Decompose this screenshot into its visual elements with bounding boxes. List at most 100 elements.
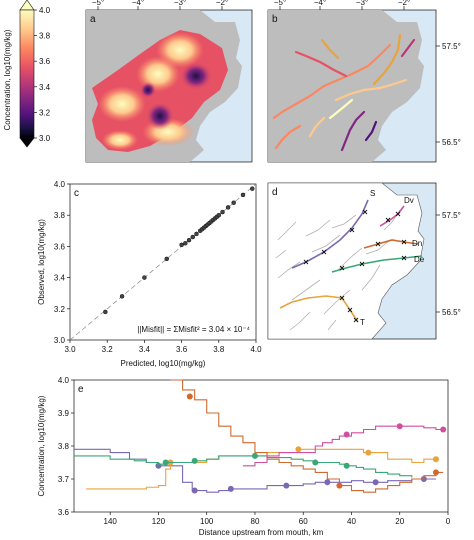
panel-e-x-tick-label: 40 <box>347 517 356 526</box>
panel-label-e: e <box>78 384 84 395</box>
panel-e-y-tick-label: 3.9 <box>58 409 70 418</box>
panel-c-y-tick-label: 3.8 <box>54 211 66 220</box>
scatter-point <box>103 309 108 315</box>
profile-marker <box>227 485 234 492</box>
profile-marker <box>191 457 198 464</box>
panel-b-map: b <box>267 9 437 163</box>
map-lon-label: −4° <box>132 0 144 7</box>
panel-e-x-tick-label: 100 <box>200 517 214 526</box>
profile-marker <box>312 459 319 466</box>
panel-e-x-tick-label: 120 <box>152 517 166 526</box>
map-lon-label: −2° <box>216 0 228 7</box>
panel-c-x-tick-label: 4.0 <box>250 345 262 354</box>
profile-marker <box>432 456 439 463</box>
panel-c-y-tick-label: 3.6 <box>54 242 66 251</box>
map-lon-label: −5° <box>92 0 104 7</box>
river-label-de: De <box>414 255 425 264</box>
scatter-point <box>216 212 222 218</box>
panel-c-x-tick-label: 3.8 <box>213 345 225 354</box>
panel-d-map: d S Dv Dn De T <box>267 182 437 340</box>
panel-e-x-tick-label: 140 <box>104 517 118 526</box>
map-lon-label: −5° <box>274 0 286 7</box>
scatter-point <box>164 256 169 262</box>
panel-e-y-tick-label: 3.6 <box>58 508 70 517</box>
scatter-point <box>190 234 196 240</box>
panel-e-y-tick-label: 3.7 <box>58 475 70 484</box>
colorbar-tick-label: 4.0 <box>39 6 51 15</box>
panel-c-identity-line <box>69 183 257 341</box>
panel-e-ticks: 140 120 100 80 60 40 20 0 3.6 3.7 3.8 3.9 4.0 <box>58 376 451 526</box>
panel-e-x-tick-label: 60 <box>299 517 308 526</box>
profile-line-4 <box>242 425 444 467</box>
map-lon-label: −2° <box>398 0 410 7</box>
map-lon-label: −4° <box>314 0 326 7</box>
profile-marker <box>343 431 350 438</box>
scatter-point <box>142 275 147 280</box>
panel-e-x-tick-label: 20 <box>395 517 404 526</box>
panel-b-lat-label: 56.5° <box>442 138 461 147</box>
colorbar-label: Concentration, log10(mg/kg) <box>3 29 12 130</box>
panel-d-lat-label: 56.5° <box>442 308 461 317</box>
profile-marker <box>251 452 258 459</box>
colorbar: 4.0 3.8 3.6 3.4 3.2 3.0 Concentration, log10(… <box>3 0 51 148</box>
panel-label-d: d <box>272 187 278 198</box>
colorbar-bar <box>19 9 35 139</box>
profile-marker <box>283 482 290 489</box>
panel-c-ticks: 3.0 3.2 3.4 3.6 3.8 4.0 3.0 3.2 3.4 3.6 3.8 4.0 <box>54 180 262 354</box>
panel-e-xlabel: Distance upstream from mouth, km <box>199 528 324 537</box>
panel-b-land <box>268 10 424 162</box>
scatter-point <box>183 241 188 246</box>
panel-c-y-tick-label: 3.4 <box>54 274 66 283</box>
panel-b-lat-label: 57.5° <box>442 42 461 51</box>
profile-marker <box>191 487 198 494</box>
colorbar-tick-label: 3.6 <box>39 57 51 66</box>
scatter-point <box>225 205 231 210</box>
colorbar-top-arrow <box>19 0 35 11</box>
scatter-point <box>220 209 225 215</box>
panel-c-x-tick-label: 3.4 <box>139 345 151 354</box>
profile-marker <box>336 482 343 489</box>
scatter-point <box>179 242 184 248</box>
profile-marker <box>372 479 379 486</box>
colorbar-tick-label: 3.0 <box>39 134 51 143</box>
scatter-point <box>240 192 246 198</box>
scatter-point <box>231 200 236 205</box>
profile-marker <box>295 446 302 453</box>
panel-d-river-de <box>331 255 423 273</box>
panel-d-lat-label: 57.5° <box>442 211 461 220</box>
panel-a-map: a <box>85 9 253 163</box>
panel-c-xlabel: Predicted, log10(mg/kg) <box>121 359 206 368</box>
panel-d-river-dn <box>363 239 419 249</box>
profile-marker <box>365 449 372 456</box>
panel-e-plot-area <box>73 379 449 513</box>
panel-e-x-tick-label: 0 <box>446 517 451 526</box>
panel-e-profiles: 140 120 100 80 60 40 20 0 3.6 3.7 3.8 3.9 4.0 e Dist… <box>37 376 451 537</box>
panel-b-rivers <box>272 33 416 152</box>
scatter-point <box>186 237 192 243</box>
panel-e-y-tick-label: 3.8 <box>58 442 70 451</box>
panel-d-land <box>268 183 425 339</box>
colorbar-tick-label: 3.8 <box>39 32 51 41</box>
panel-label-a: a <box>90 14 96 25</box>
panel-c-x-tick-label: 3.6 <box>176 345 188 354</box>
profile-marker <box>343 462 350 469</box>
map-axis-ticks: −5° −5° −4° −4° −3° −3° −2° −2° 57.5° 57.5° 56.5° 5… <box>92 0 461 317</box>
colorbar-bottom-arrow <box>19 137 35 148</box>
scatter-point <box>194 231 199 237</box>
colorbar-tick-label: 3.2 <box>39 108 51 117</box>
colorbar-tick-label: 3.4 <box>39 83 51 92</box>
profile-line-2 <box>74 455 413 478</box>
map-lon-label: −3° <box>356 0 368 7</box>
panel-c-scatter: 3.0 3.2 3.4 3.6 3.8 4.0 3.0 3.2 3.4 3.6 3.8 4.0 c |… <box>37 180 262 368</box>
profile-marker <box>440 426 447 433</box>
panel-label-c: c <box>74 188 79 199</box>
panel-d-river-dv <box>379 205 405 227</box>
scatter-point <box>119 294 125 299</box>
profile-marker <box>324 479 331 486</box>
panel-e-y-tick-label: 4.0 <box>58 376 70 385</box>
panel-d-sample-crosses <box>303 209 407 323</box>
panel-c-x-tick-label: 3.2 <box>102 345 114 354</box>
river-label-s: S <box>370 189 375 198</box>
profile-marker <box>186 393 193 400</box>
